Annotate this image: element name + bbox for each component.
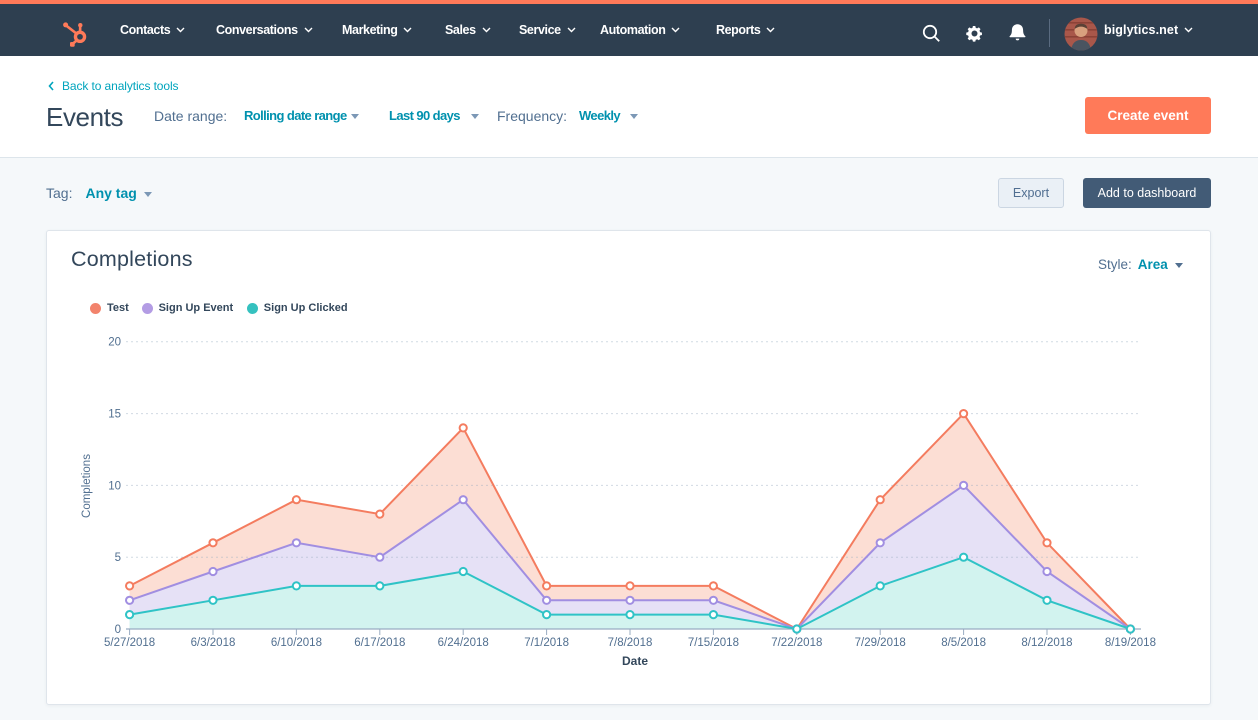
svg-text:8/5/2018: 8/5/2018 [941, 637, 986, 649]
svg-text:7/29/2018: 7/29/2018 [855, 637, 906, 649]
svg-text:5/27/2018: 5/27/2018 [104, 637, 155, 649]
svg-text:0: 0 [115, 624, 121, 636]
svg-text:8/12/2018: 8/12/2018 [1021, 637, 1072, 649]
svg-text:Completions: Completions [81, 454, 93, 518]
svg-text:6/10/2018: 6/10/2018 [271, 637, 322, 649]
svg-text:5: 5 [115, 552, 121, 564]
svg-text:10: 10 [108, 480, 121, 492]
svg-text:20: 20 [108, 337, 121, 349]
svg-text:7/22/2018: 7/22/2018 [771, 637, 822, 649]
svg-text:7/8/2018: 7/8/2018 [608, 637, 653, 649]
svg-text:6/17/2018: 6/17/2018 [354, 637, 405, 649]
svg-text:Date: Date [622, 654, 648, 668]
svg-text:6/3/2018: 6/3/2018 [191, 637, 236, 649]
svg-text:7/15/2018: 7/15/2018 [688, 637, 739, 649]
svg-text:6/24/2018: 6/24/2018 [438, 637, 489, 649]
svg-text:7/1/2018: 7/1/2018 [524, 637, 569, 649]
svg-text:15: 15 [108, 409, 121, 421]
svg-text:8/19/2018: 8/19/2018 [1105, 637, 1156, 649]
